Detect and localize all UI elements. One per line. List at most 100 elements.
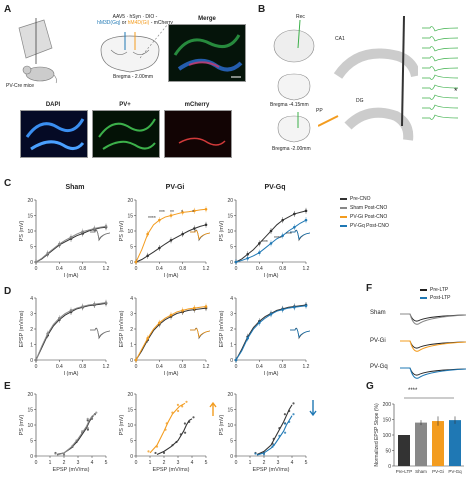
legend-label-gi: PV-Gi Post-CNO <box>350 214 388 220</box>
y-tick-label: 20 <box>27 392 33 398</box>
x-tick-label: Sham <box>415 469 427 474</box>
title-sham: Sham <box>65 184 85 191</box>
y-tick-label: 0 <box>30 454 33 460</box>
data-point <box>90 416 94 419</box>
data-point <box>104 301 108 304</box>
horizontal-section-diagram <box>273 19 315 63</box>
data-point <box>234 358 238 362</box>
data-point <box>158 321 161 325</box>
y-axis-label: EPSP (mV/ms) <box>19 310 25 347</box>
arrow-up-icon <box>209 401 217 416</box>
f-row-gq: PV-Gq <box>370 364 388 370</box>
y-axis-label: PS (mV) <box>119 220 125 241</box>
x-tick-label: 0.8 <box>279 364 286 370</box>
fit-line <box>56 413 96 456</box>
data-point <box>246 337 249 340</box>
data-point <box>258 321 261 325</box>
x-tick-label: 2 <box>263 460 266 466</box>
legend-item-pre: Pre-CNO <box>340 196 371 202</box>
virus-line1: AAV5 · hSyn · DIO - <box>112 14 158 20</box>
post-ltp-trace <box>400 313 467 325</box>
y-tick-label: 2 <box>30 327 33 333</box>
data-point <box>304 218 308 222</box>
y-tick-label: 15 <box>227 214 233 220</box>
x-axis-label: EPSP (mV/ms) <box>53 467 90 473</box>
chart-row-c: 0 5 10 15 20 0 0.4 0.8 1.2 I (mA) PS (mV) 0 5 10 15 20 0… <box>19 198 311 279</box>
panel-label-c: C <box>4 178 12 189</box>
x-tick-label: Pre-LTP <box>396 469 412 474</box>
x-tick-label: 0 <box>35 364 38 370</box>
y-axis-label: PS (mV) <box>219 414 225 435</box>
y-tick-label: 0 <box>130 358 133 364</box>
x-tick-label: 1 <box>49 460 52 466</box>
significance-star: **** <box>148 216 156 222</box>
y-tick-label: 4 <box>30 296 33 302</box>
y-axis-label: PS (mV) <box>19 220 25 241</box>
bar <box>415 422 427 466</box>
y-tick-label: 10 <box>27 423 33 429</box>
y-tick-label: 15 <box>127 408 133 414</box>
data-point <box>271 442 274 445</box>
data-point <box>272 437 275 440</box>
bar <box>449 420 461 466</box>
mcherry-micrograph <box>164 110 232 158</box>
x-tick-label: 0.8 <box>179 364 186 370</box>
data-point <box>86 426 89 430</box>
y-axis-label: PS (mV) <box>19 414 25 435</box>
data-point <box>169 214 173 217</box>
hippocampus-recording-diagram <box>318 16 418 141</box>
data-point <box>193 306 196 310</box>
y-tick-label: 150 <box>383 418 392 424</box>
virus-construct: AAV5 · hSyn · DIO - hM3D(Gq) or hM4D(Gi)… <box>90 14 180 26</box>
y-tick-label: 3 <box>130 312 133 318</box>
star-marker: * <box>454 86 458 96</box>
green-trace <box>422 56 459 62</box>
x-tick-label: 0 <box>135 364 138 370</box>
data-point <box>162 451 166 454</box>
data-point <box>293 306 296 309</box>
data-point <box>81 230 84 233</box>
y-tick-label: 2 <box>130 327 133 333</box>
ca1-label: CA1 <box>335 36 345 42</box>
legend-pre-ltp: Pre-LTP <box>420 287 448 293</box>
data-point <box>269 229 273 233</box>
y-tick-label: 0 <box>388 464 391 470</box>
y-tick-label: 10 <box>127 423 133 429</box>
y-tick-label: 0 <box>130 454 133 460</box>
x-tick-label: PV-Gq <box>448 469 462 474</box>
x-tick-label: 1 <box>249 460 252 466</box>
y-tick-label: 10 <box>227 229 233 235</box>
legend-item-gi: PV-Gi Post-CNO <box>340 214 387 220</box>
data-point <box>179 433 182 436</box>
waveform-inset <box>190 230 211 241</box>
legend-item-sham: Sham Post-CNO <box>340 205 387 211</box>
y-tick-label: 20 <box>127 198 133 204</box>
waveform-inset <box>90 230 111 241</box>
x-tick-label: 5 <box>105 460 108 466</box>
x-tick-label: 0.4 <box>56 364 63 370</box>
data-point <box>165 422 168 425</box>
fit-line <box>156 418 193 455</box>
x-tick-label: 1.2 <box>303 266 310 272</box>
data-point <box>292 413 295 416</box>
x-tick-label: 0.8 <box>179 266 186 272</box>
bregma-a: Bregma - 2.00mm <box>112 74 153 80</box>
bar <box>432 421 444 466</box>
x-tick-label: 2 <box>163 460 166 466</box>
data-point <box>293 225 296 229</box>
waveform-inset <box>190 328 211 339</box>
waveform-inset <box>90 328 111 339</box>
y-tick-label: 3 <box>30 312 33 318</box>
legend-label-gq: PV-Gq Post-CNO <box>350 223 389 229</box>
brain-sagittal-diagram <box>18 18 53 64</box>
green-trace <box>422 84 459 90</box>
data-point <box>284 431 287 434</box>
title-pv-gq: PV-Gq <box>264 184 286 191</box>
g-significance: **** <box>408 388 418 394</box>
x-axis-label: I (mA) <box>264 371 279 377</box>
data-point <box>155 445 159 448</box>
series-line <box>35 226 107 263</box>
y-tick-label: 0 <box>130 260 133 266</box>
data-point <box>283 422 286 425</box>
